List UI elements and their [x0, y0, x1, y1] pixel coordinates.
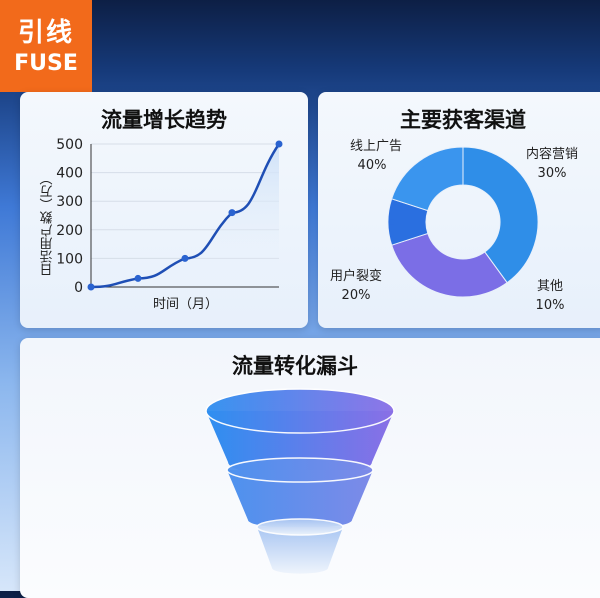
line-area: [91, 144, 279, 287]
slice-marker: [418, 161, 425, 168]
funnel-stage-top: [256, 518, 344, 536]
data-point: [275, 140, 283, 148]
slice-marker: [438, 286, 445, 293]
funnel-stage: [227, 470, 373, 529]
data-point: [228, 209, 236, 217]
y-tick-label: 0: [74, 280, 83, 296]
funnel-title: 流量转化漏斗: [232, 354, 358, 378]
slice-label: 其他: [537, 279, 563, 294]
funnel-stage-top: [205, 388, 395, 434]
slice-value: 20%: [342, 288, 371, 303]
funnel-stage: [257, 527, 343, 574]
x-axis-label: 时间（月）: [153, 297, 218, 312]
y-tick-label: 200: [56, 223, 83, 239]
slice-value: 30%: [538, 166, 567, 181]
series-line: [90, 143, 281, 289]
pie-chart-title: 主要获客渠道: [400, 108, 526, 132]
y-tick-label: 500: [56, 137, 83, 153]
data-point: [181, 254, 189, 262]
y-tick-label: 100: [56, 251, 83, 267]
logo-cn: 引线: [17, 18, 74, 48]
data-point: [87, 283, 95, 291]
y-tick-label: 300: [56, 194, 83, 210]
pie-slice: [462, 146, 539, 284]
slice-value: 40%: [358, 158, 387, 173]
y-axis-label: 日活用户数（万）: [40, 172, 56, 276]
data-point: [134, 274, 142, 282]
fuse-logo: 引线 FUSE: [0, 0, 92, 92]
slice-label: 用户裂变: [330, 268, 382, 284]
line-chart-title: 流量增长趋势: [101, 108, 227, 132]
slice-label: 线上广告: [350, 139, 402, 154]
pie-slice: [391, 146, 464, 212]
slice-marker: [527, 197, 534, 204]
pie-slice: [391, 232, 508, 298]
funnel-stage-top: [226, 457, 374, 483]
slice-value: 10%: [536, 298, 565, 313]
slice-marker: [389, 219, 395, 225]
logo-en: FUSE: [14, 51, 78, 76]
slice-label: 内容营销: [526, 146, 578, 162]
y-tick-label: 400: [56, 166, 83, 182]
